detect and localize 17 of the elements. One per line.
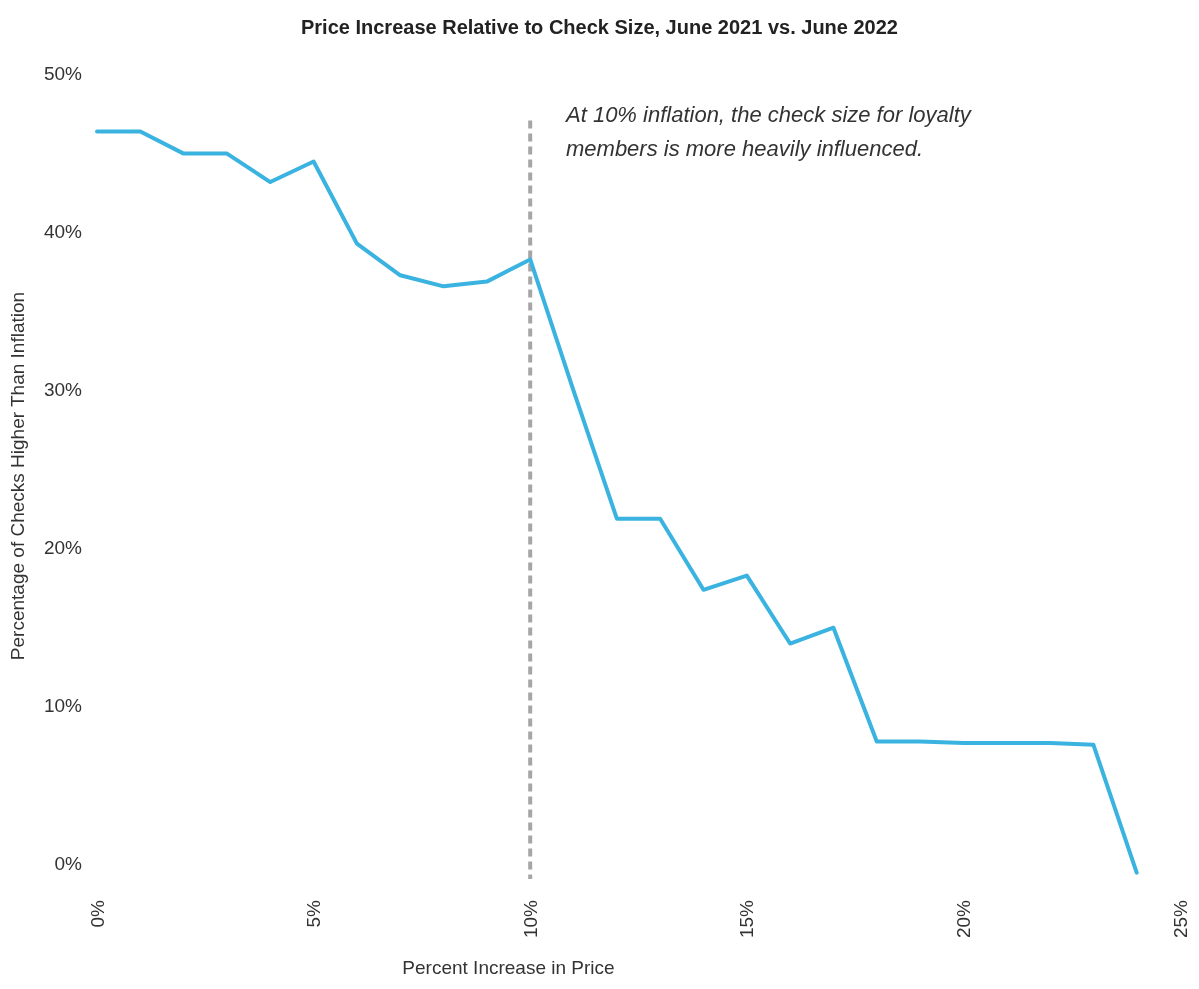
y-tick-label: 50% bbox=[43, 62, 83, 84]
chart-title: Price Increase Relative to Check Size, June 2021 vs. June 2022 bbox=[300, 16, 899, 38]
x-axis-title: Percent Increase in Price bbox=[402, 957, 615, 978]
line-series bbox=[95, 129, 1139, 875]
x-tick-label: 5% bbox=[303, 899, 325, 928]
annotation: At 10% inflation, the check size for loyalty members is more heavily influenced. bbox=[564, 102, 973, 161]
x-tick-label: 0% bbox=[86, 899, 108, 928]
y-tick-label: 10% bbox=[43, 694, 83, 716]
y-tick-label: 30% bbox=[43, 378, 83, 400]
x-tick-label: 20% bbox=[953, 899, 975, 939]
x-tick-label: 10% bbox=[519, 899, 541, 939]
x-tick-label: 15% bbox=[736, 899, 758, 939]
x-tick-label: 25% bbox=[1169, 899, 1191, 939]
y-tick-label: 0% bbox=[54, 852, 83, 874]
y-tick-label: 20% bbox=[43, 536, 83, 558]
y-tick-label: 40% bbox=[43, 220, 83, 242]
y-axis-title: Percentage of Checks Higher Than Inflation bbox=[7, 291, 28, 661]
